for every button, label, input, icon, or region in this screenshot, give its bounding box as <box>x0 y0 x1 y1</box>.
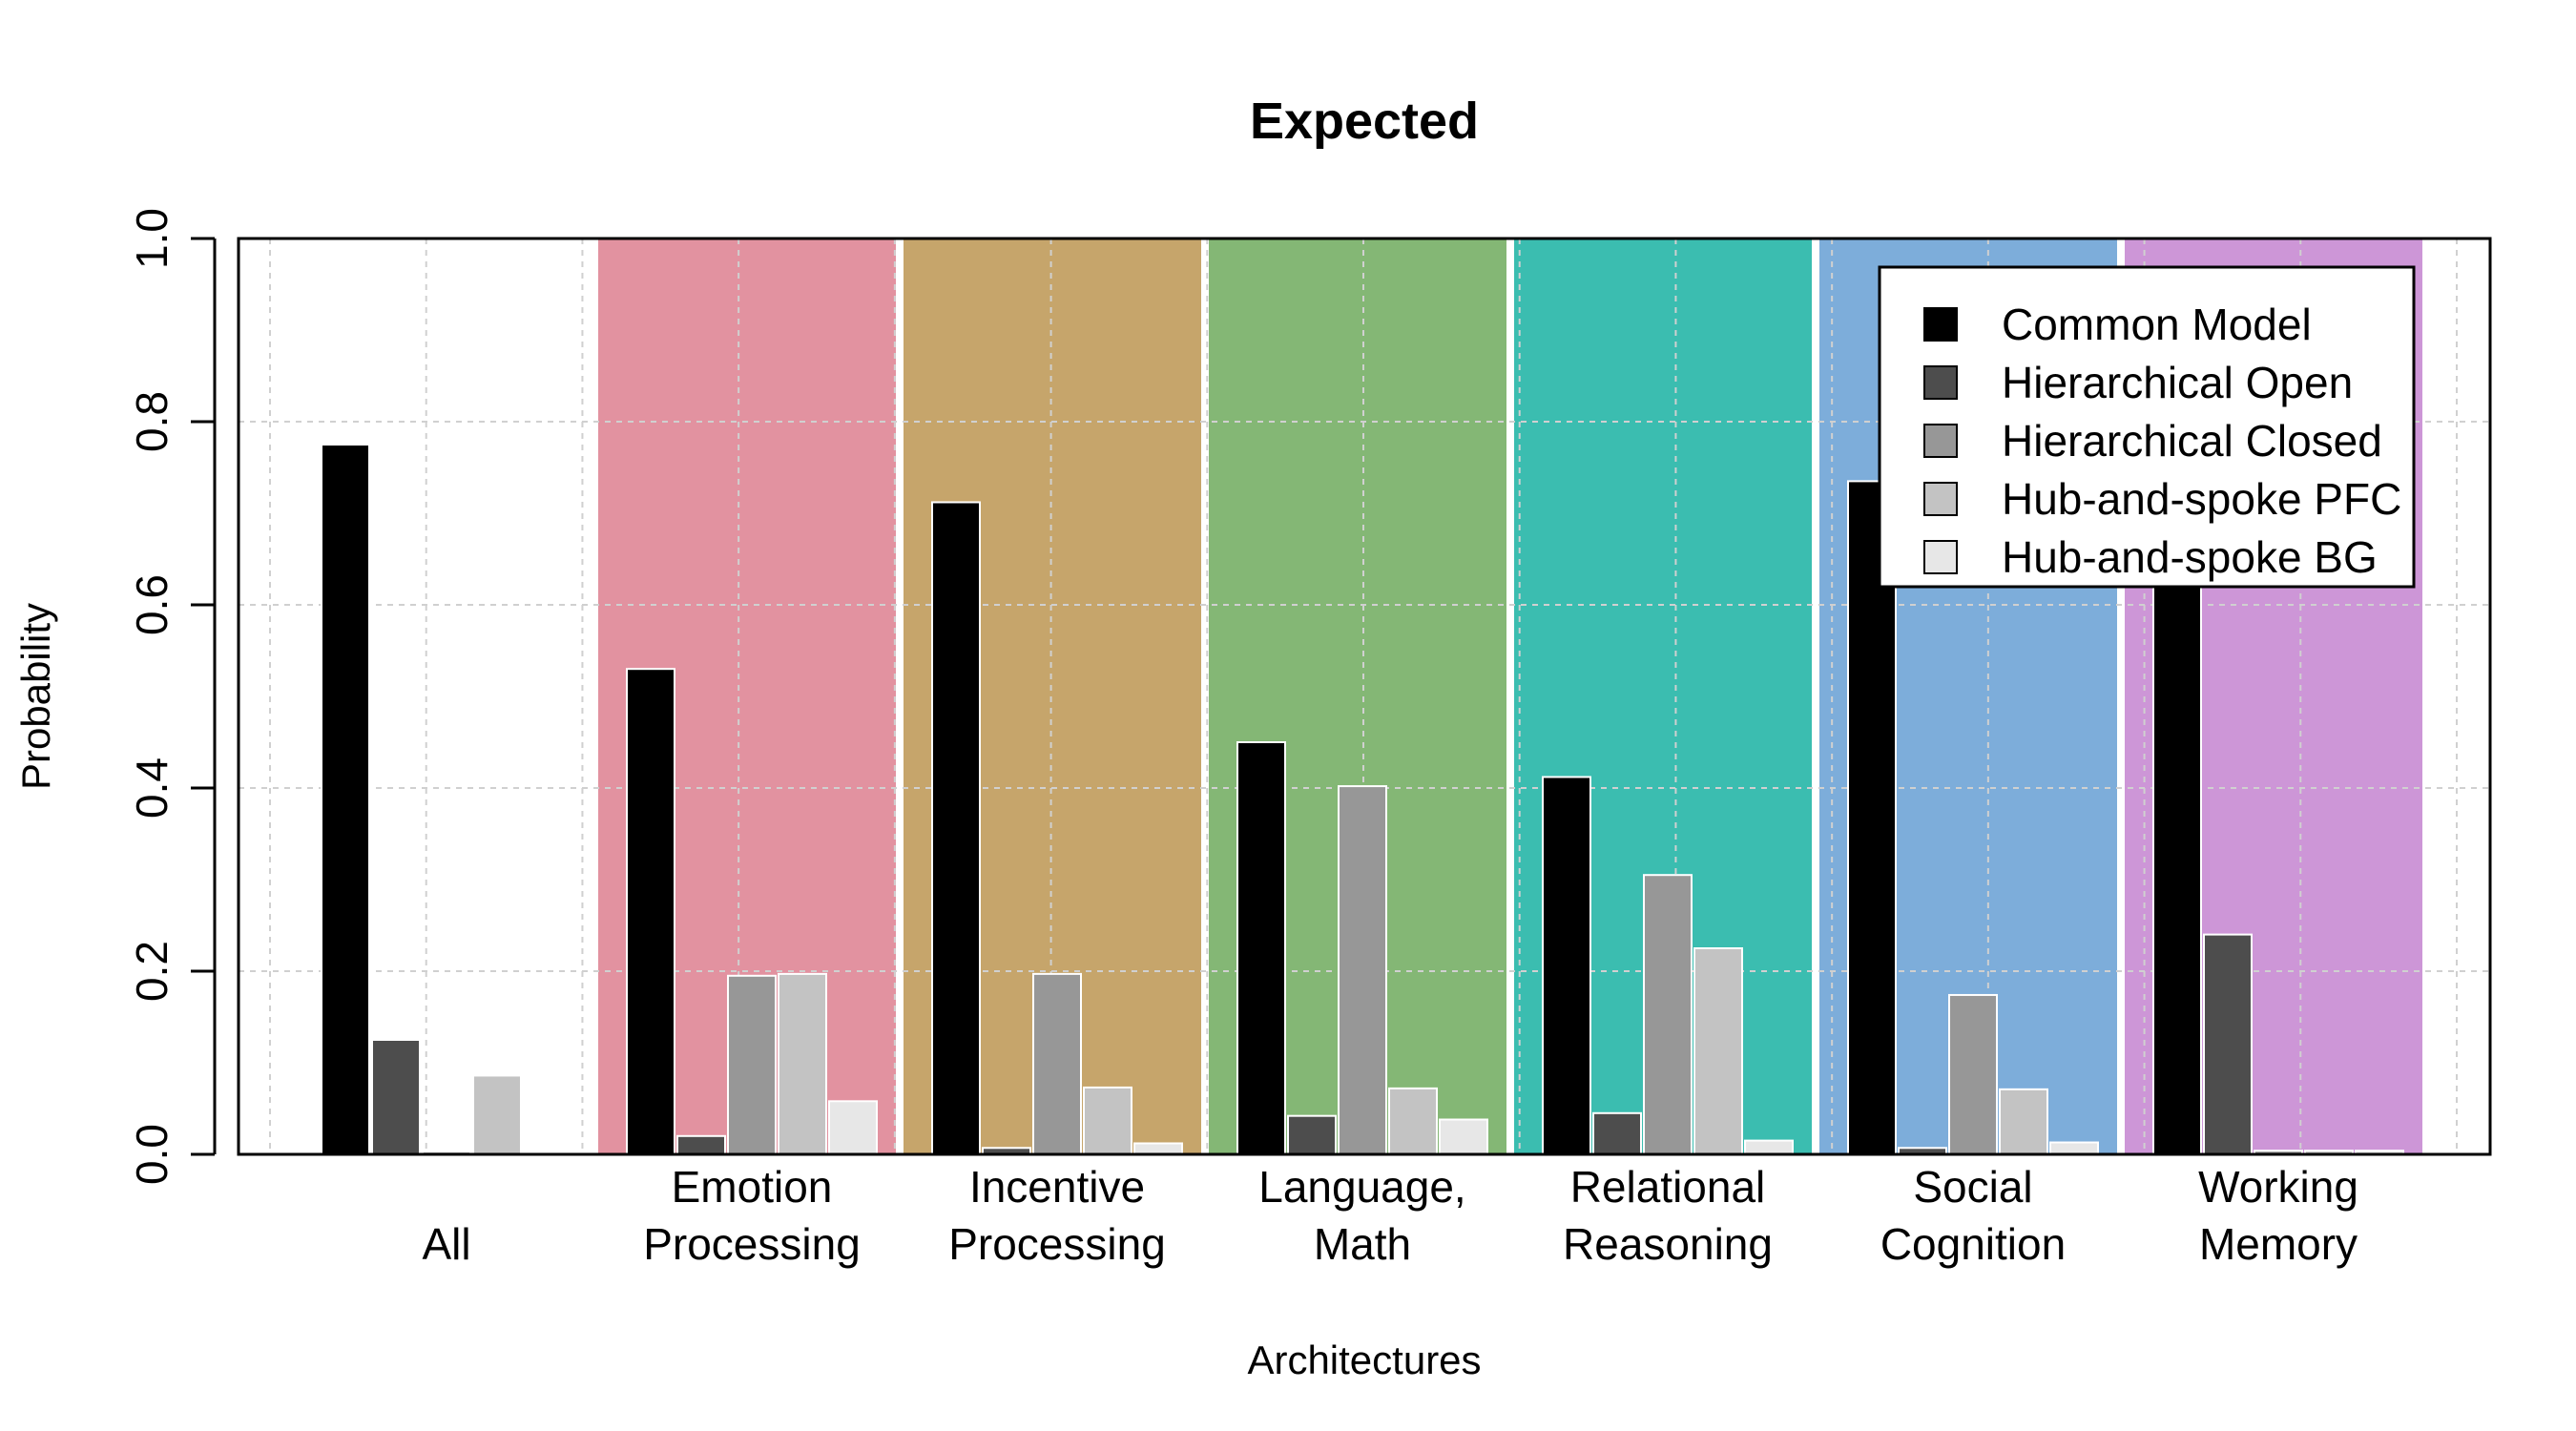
x-tick-label: Relational <box>1570 1162 1766 1212</box>
bar <box>828 1100 878 1155</box>
legend-swatch <box>1923 424 1958 458</box>
bar <box>1388 1087 1438 1156</box>
legend-swatch <box>1923 482 1958 516</box>
bar <box>931 501 981 1155</box>
bar <box>1287 1114 1337 1156</box>
bar <box>1236 741 1286 1155</box>
x-tick-label: Emotion <box>672 1162 833 1212</box>
bar <box>1744 1139 1794 1155</box>
x-tick-label: Cognition <box>1880 1219 2066 1269</box>
y-tick-label: 0.0 <box>127 1124 177 1185</box>
x-tick-label: Reasoning <box>1563 1219 1773 1269</box>
x-category-labels: All Emotion Processing Incentive Processing L… <box>422 1162 2358 1269</box>
bar <box>1948 993 1998 1155</box>
chart-title: Expected <box>1250 93 1479 150</box>
bar <box>1032 972 1082 1155</box>
bar <box>778 972 827 1155</box>
y-tick-label: 0.8 <box>127 391 177 452</box>
bar <box>1542 776 1591 1155</box>
y-tick-label: 0.6 <box>127 574 177 635</box>
bar <box>1439 1118 1488 1156</box>
y-tick-label: 0.2 <box>127 941 177 1002</box>
legend-label: Hierarchical Closed <box>2002 416 2382 466</box>
bar <box>2152 567 2202 1155</box>
x-tick-label: Processing <box>948 1219 1166 1269</box>
bar <box>472 1074 522 1155</box>
legend-swatch <box>1923 540 1958 574</box>
x-tick-label: Processing <box>643 1219 861 1269</box>
x-tick-label: Social <box>1913 1162 2032 1212</box>
x-tick-label: Memory <box>2199 1219 2358 1269</box>
legend: Common Model Hierarchical Open Hierarchica… <box>1878 265 2416 589</box>
bar <box>2049 1141 2099 1156</box>
legend-swatch <box>1923 307 1958 342</box>
x-tick-label: Language, <box>1258 1162 1465 1212</box>
bar <box>321 444 370 1155</box>
x-tick-label: Working <box>2198 1162 2358 1212</box>
legend-label: Common Model <box>2002 300 2312 349</box>
bar <box>1338 785 1387 1156</box>
x-axis-label: Architectures <box>1247 1338 1481 1382</box>
bar <box>371 1039 421 1155</box>
bar <box>1133 1142 1183 1155</box>
y-tick-label: 1.0 <box>127 208 177 269</box>
y-axis: 0.0 0.2 0.4 0.6 0.8 1.0 <box>127 208 217 1185</box>
legend-swatch <box>1923 365 1958 400</box>
y-axis-label: Probability <box>13 603 58 790</box>
bar <box>727 974 777 1155</box>
bar <box>1592 1111 1642 1156</box>
x-tick-label: All <box>422 1219 470 1269</box>
legend-label: Hub-and-spoke BG <box>2002 532 2378 582</box>
x-tick-label: Incentive <box>969 1162 1145 1212</box>
legend-box <box>1878 265 2416 589</box>
bar <box>1693 947 1743 1155</box>
bar <box>626 668 675 1155</box>
plot-frame <box>237 237 2492 1156</box>
bar <box>2203 933 2253 1155</box>
bar <box>676 1134 726 1156</box>
bar <box>1847 480 1897 1155</box>
bar <box>1083 1086 1132 1156</box>
bar <box>1643 874 1693 1155</box>
x-tick-label: Math <box>1314 1219 1411 1269</box>
bar <box>1999 1088 2048 1155</box>
y-tick-label: 0.4 <box>127 757 177 819</box>
legend-label: Hierarchical Open <box>2002 358 2353 407</box>
legend-label: Hub-and-spoke PFC <box>2002 474 2401 524</box>
